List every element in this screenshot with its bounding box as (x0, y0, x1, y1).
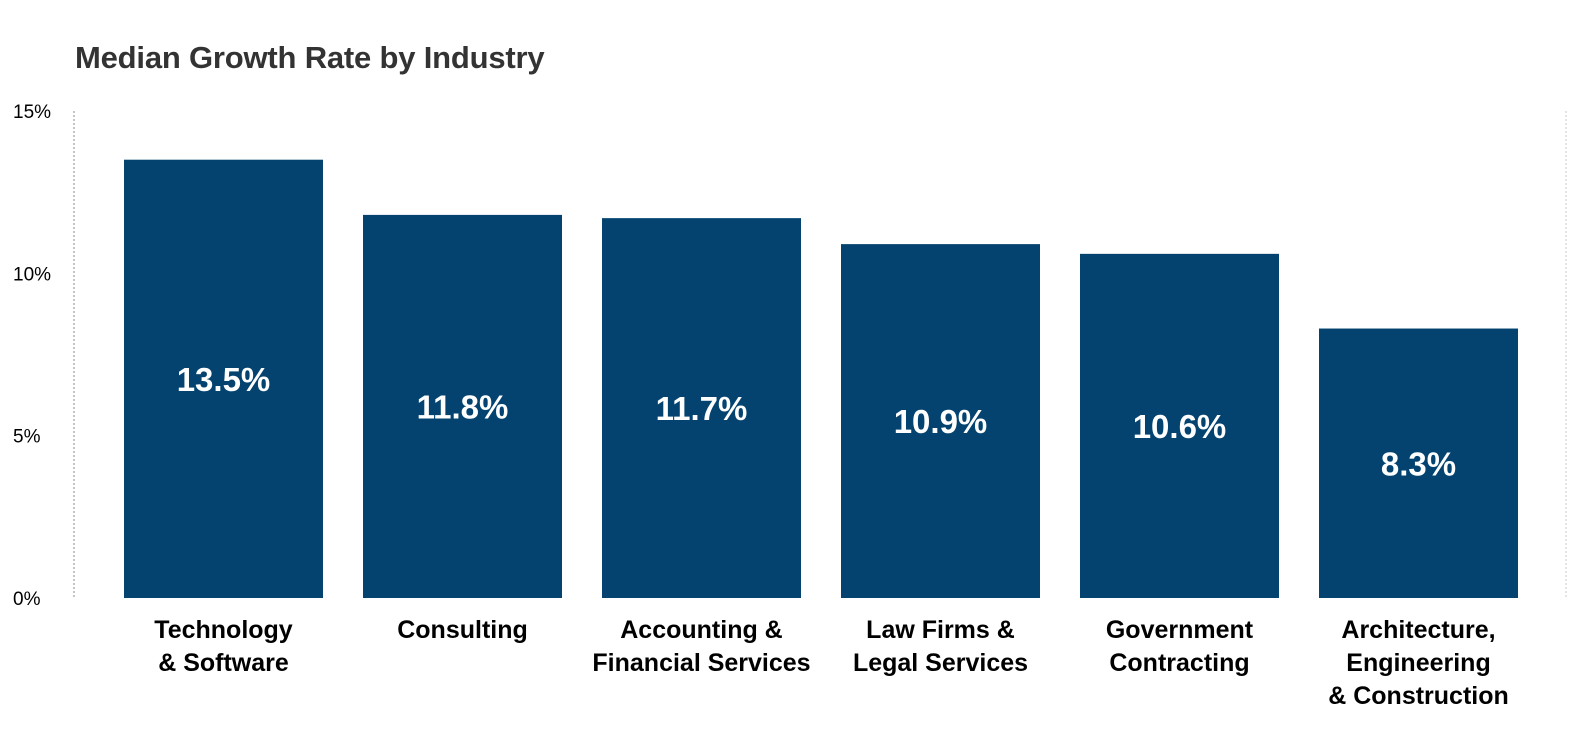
y-tick-label: 10% (13, 264, 51, 285)
labels: 13.5% Technology & Software 11.8% Consulting… (154, 361, 1508, 710)
x-tick-label: Architecture, (1341, 616, 1495, 644)
bar (602, 218, 801, 598)
data-label: 11.7% (656, 390, 748, 427)
x-tick-label: Engineering (1346, 649, 1490, 677)
data-label: 11.8% (417, 388, 509, 425)
data-label: 10.6% (1133, 408, 1227, 445)
x-tick-label: Government (1106, 616, 1254, 644)
y-tick-label: 5% (13, 427, 41, 448)
x-tick-label: Financial Services (592, 649, 810, 677)
y-tick-label: 15% (13, 102, 51, 123)
x-tick-label: & Construction (1328, 682, 1509, 710)
y-tick-label: 0% (13, 589, 41, 610)
x-tick-label: & Software (158, 649, 289, 677)
bar (124, 159, 323, 598)
x-tick-label: Technology (154, 616, 293, 644)
x-tick-label: Law Firms & (866, 616, 1015, 644)
data-label: 8.3% (1381, 445, 1456, 482)
bar (1080, 253, 1279, 598)
x-tick-label: Consulting (397, 616, 528, 644)
bar (841, 244, 1040, 598)
x-tick-label: Contracting (1109, 649, 1249, 677)
bar (363, 214, 562, 599)
bar (1319, 328, 1518, 598)
chart-title: Median Growth Rate by Industry (75, 40, 545, 75)
x-tick-label: Legal Services (853, 649, 1028, 677)
bars (124, 159, 1518, 599)
x-tick-label: Accounting & (620, 616, 783, 644)
data-label: 13.5% (177, 361, 271, 398)
data-label: 10.9% (894, 403, 988, 440)
axes: 0% 5% 10% 15% (13, 102, 1567, 610)
